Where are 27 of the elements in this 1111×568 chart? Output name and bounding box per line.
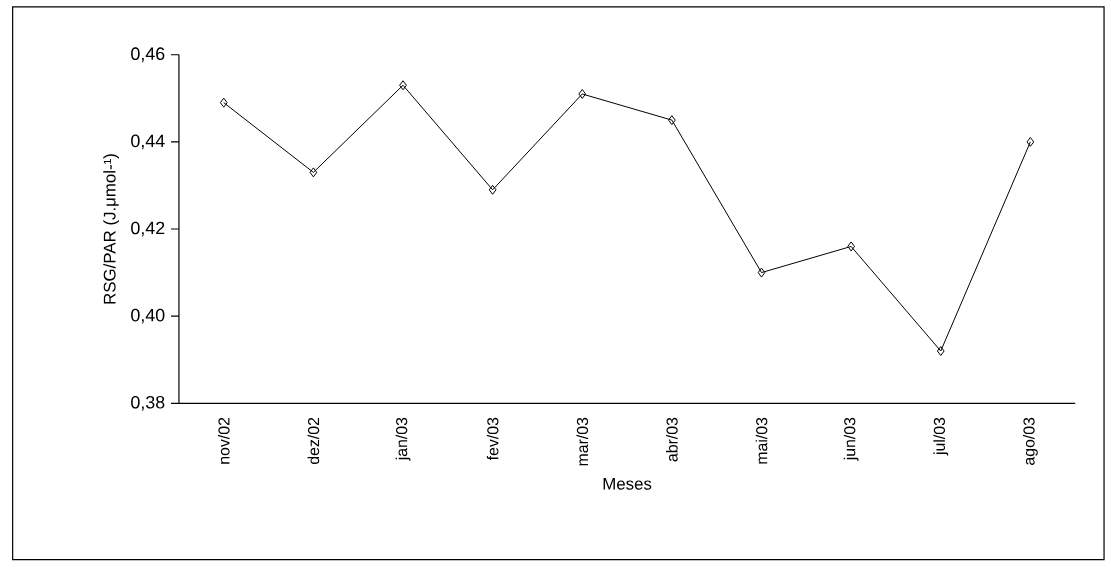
y-tick-label: 0,44 bbox=[131, 134, 165, 150]
x-axis-title: Meses bbox=[603, 478, 652, 490]
y-axis-title: RSG/PAR (J.μmol-¹) bbox=[103, 154, 119, 304]
point bbox=[488, 185, 497, 195]
x-tick-label: mai/03 bbox=[755, 417, 768, 464]
x-tick-label: jan/03 bbox=[395, 417, 411, 461]
point bbox=[309, 167, 318, 178]
y-tick-label: 0,42 bbox=[131, 221, 165, 237]
point bbox=[1026, 137, 1035, 148]
x-tick-label: jul/03 bbox=[933, 417, 949, 456]
y-tick-label: 0,38 bbox=[131, 396, 165, 411]
point bbox=[578, 89, 587, 100]
y-tick-label: 0,46 bbox=[131, 47, 165, 63]
point bbox=[936, 346, 945, 357]
x-tick-label: fev/03 bbox=[486, 417, 499, 461]
y-tick-label: 0,40 bbox=[131, 308, 165, 324]
point bbox=[219, 97, 228, 108]
x-tick-label: dez/02 bbox=[307, 418, 320, 465]
x-tick-label: nov/02 bbox=[217, 418, 230, 464]
x-tick-label: abr/03 bbox=[666, 417, 678, 462]
x-tick-label: ago/03 bbox=[1022, 417, 1038, 466]
point bbox=[757, 267, 766, 278]
point bbox=[399, 80, 407, 91]
x-tick-label: jun/03 bbox=[843, 417, 859, 461]
point bbox=[847, 241, 855, 252]
point bbox=[668, 115, 676, 126]
x-tick-label: mar/03 bbox=[576, 417, 589, 466]
